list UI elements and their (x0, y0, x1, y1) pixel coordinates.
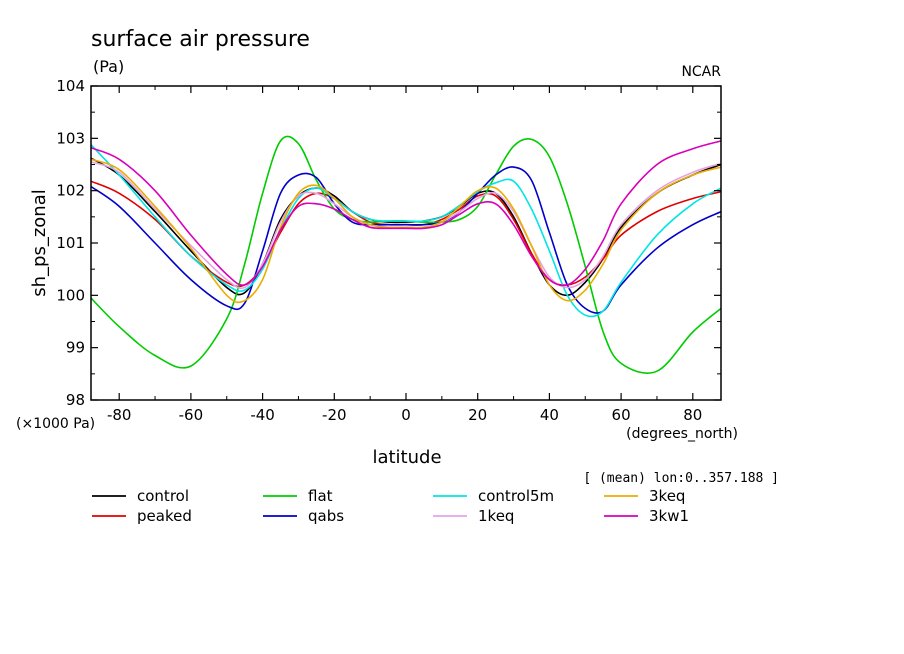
x-tick-label: -80 (107, 406, 132, 424)
x-axis-unit: (degrees_north) (626, 426, 738, 442)
y-tick-label: 98 (66, 391, 85, 409)
plot-lines (90, 135, 722, 374)
chart-unit: (Pa) (93, 57, 124, 76)
y-tick-label: 104 (56, 77, 85, 95)
series-line-control5m (90, 144, 722, 318)
axis-ticks: -80 -60 -40 -20 0 20 40 60 80 98 99 100 101 102 103 104 (56, 77, 721, 424)
x-tick-label: 20 (468, 406, 487, 424)
x-tick-label: 60 (612, 406, 631, 424)
legend-label-3kw1: 3kw1 (649, 507, 689, 525)
legend-label-3keq: 3keq (649, 487, 685, 505)
y-tick-label: 103 (56, 129, 85, 147)
x-tick-label: -60 (179, 406, 204, 424)
x-tick-label: 80 (683, 406, 702, 424)
x-tick-label: 40 (540, 406, 559, 424)
x-tick-label: 0 (401, 406, 411, 424)
series-line-qabs (90, 166, 722, 314)
y-axis-unit: (×1000 Pa) (16, 416, 95, 432)
legend-label-peaked: peaked (137, 507, 192, 525)
legend: control peaked flat qabs control5m 1keq 3keq 3k… (92, 487, 689, 525)
x-tick-label: -40 (250, 406, 275, 424)
averaging-note: [ (mean) lon:0..357.188 ] (583, 471, 779, 486)
y-tick-label: 101 (56, 234, 85, 252)
y-tick-label: 102 (56, 182, 85, 200)
series-line-3kw1 (90, 140, 722, 287)
y-tick-label: 100 (56, 286, 85, 304)
chart-title: surface air pressure (91, 27, 310, 52)
legend-label-flat: flat (308, 487, 333, 505)
legend-label-control: control (137, 487, 189, 505)
y-tick-label: 99 (66, 339, 85, 357)
plot-frame (90, 85, 722, 401)
x-tick-label: -20 (322, 406, 347, 424)
series-line-3keq (90, 158, 722, 304)
legend-label-1keq: 1keq (478, 507, 514, 525)
source-label: NCAR (681, 64, 721, 80)
y-axis-label: sh_ps_zonal (29, 189, 50, 297)
legend-label-qabs: qabs (308, 507, 344, 525)
series-line-flat (90, 135, 722, 374)
legend-label-control5m: control5m (478, 487, 554, 505)
x-axis-label: latitude (372, 447, 441, 468)
